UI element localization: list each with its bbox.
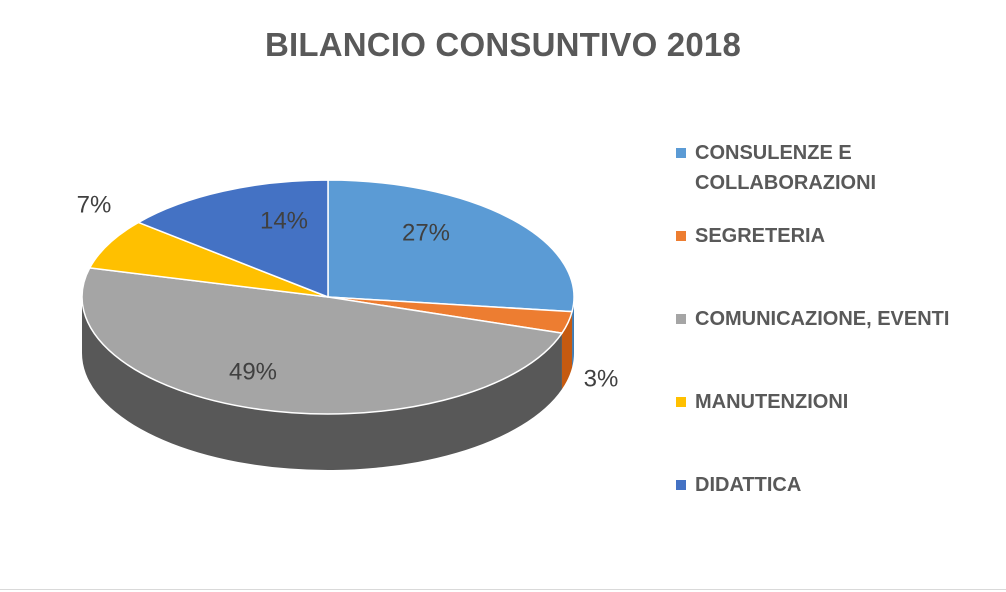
pie-side-consulenze: [572, 297, 574, 368]
pie-side-comunicazione: [82, 297, 562, 470]
data-label-segreteria: 3%: [584, 365, 619, 392]
data-label-manutenzioni: 7%: [77, 191, 112, 218]
pie-slice-manutenzioni: [88, 221, 329, 298]
data-label-consulenze: 27%: [402, 219, 450, 246]
pie-slices: [81, 179, 575, 415]
data-labels: 27% 3% 49% 7% 14%: [77, 191, 619, 392]
legend-swatch: [676, 148, 686, 158]
pie-sides: [82, 297, 574, 470]
bottom-divider: [0, 589, 1006, 590]
legend-swatch: [676, 480, 686, 490]
data-label-didattica: 14%: [260, 207, 308, 234]
chart-title: BILANCIO CONSUNTIVO 2018: [264, 26, 742, 63]
legend-label: COMUNICAZIONE, EVENTI: [695, 308, 950, 330]
legend-label: DIDATTICA: [695, 474, 802, 496]
legend-label: CONSULENZE E COLLABORAZIONI: [695, 142, 877, 194]
legend-swatch: [676, 314, 686, 324]
pie-side-segreteria: [561, 311, 573, 390]
pie-slice-comunicazione: [81, 267, 563, 415]
legend-swatch: [676, 397, 686, 407]
legend-swatch: [676, 231, 686, 241]
pie-slice-didattica: [137, 179, 329, 298]
legend-label: MANUTENZIONI: [695, 391, 849, 413]
data-label-comunicazione: 49%: [229, 358, 277, 385]
pie-slice-consulenze: [327, 179, 575, 313]
legend-label: SEGRETERIA: [695, 225, 826, 247]
